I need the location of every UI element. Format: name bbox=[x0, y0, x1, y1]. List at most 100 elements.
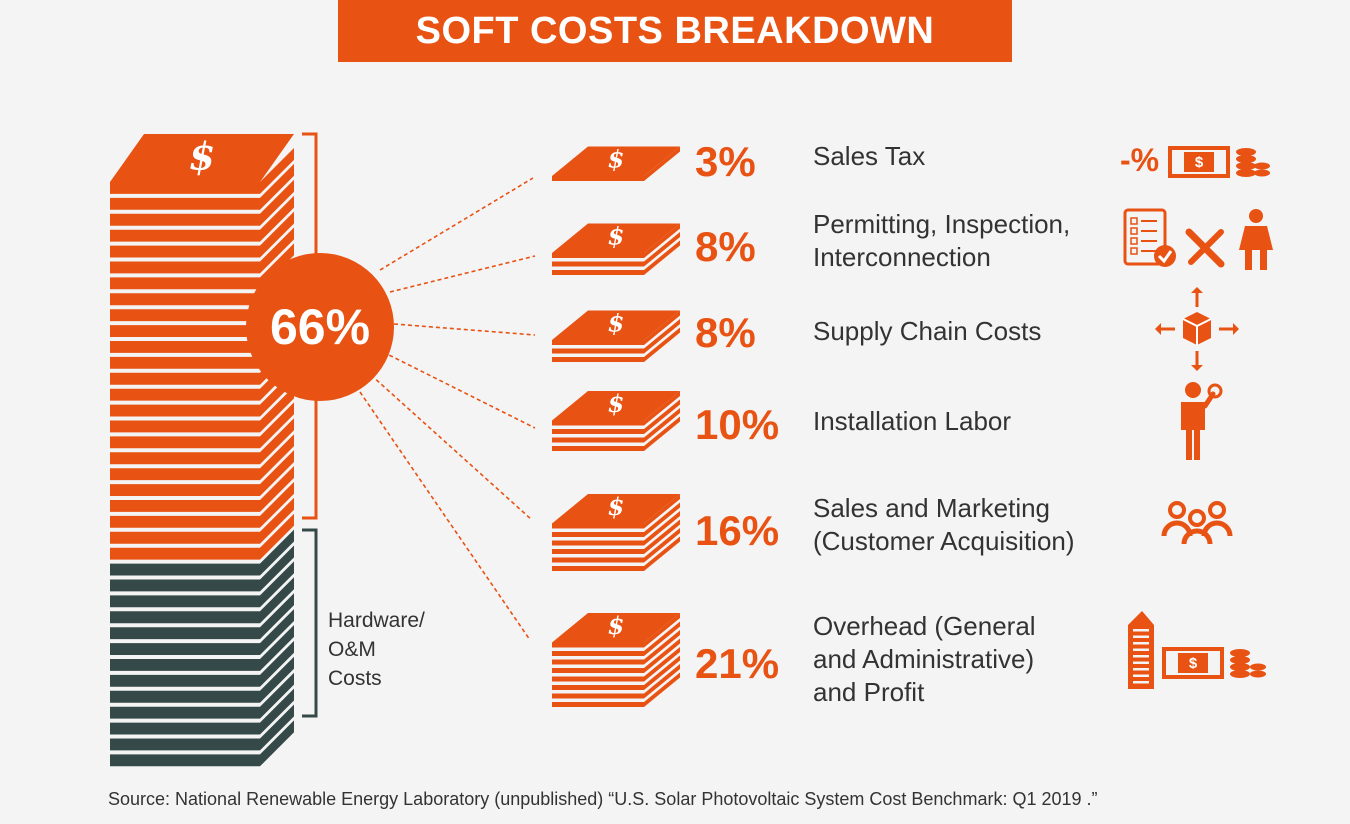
tower-sheet bbox=[110, 466, 294, 512]
tower-sheet bbox=[110, 513, 294, 560]
brackets bbox=[302, 132, 318, 718]
tower-sheet bbox=[110, 640, 294, 687]
pct-permitting: 8% bbox=[695, 223, 756, 270]
stack-sheet bbox=[552, 629, 680, 665]
tower-sheet bbox=[110, 672, 294, 719]
tower-sheet bbox=[110, 338, 294, 385]
building-window bbox=[1133, 642, 1149, 645]
arrow-head-icon bbox=[1155, 323, 1161, 335]
total-soft-cost-label: 66% bbox=[269, 299, 371, 355]
connector-lines bbox=[359, 177, 536, 641]
checkbox-icon bbox=[1130, 247, 1138, 255]
bill-center bbox=[1184, 152, 1214, 172]
title-banner: SOFT COSTS BREAKDOWN bbox=[338, 0, 1012, 62]
arrow-head-icon bbox=[1233, 323, 1239, 335]
tower-sheet bbox=[110, 163, 294, 210]
stack-sheet bbox=[552, 672, 680, 707]
tower-sheet bbox=[110, 354, 294, 401]
coin-icon bbox=[1230, 663, 1250, 671]
tower-sheet bbox=[110, 481, 294, 528]
tower-sheet bbox=[110, 259, 294, 306]
stack-sheet bbox=[552, 327, 680, 362]
stack-sheet bbox=[552, 621, 680, 656]
worker-body-icon bbox=[1181, 402, 1205, 460]
dollar-icon: $ bbox=[1189, 655, 1198, 672]
stack-sheet bbox=[552, 399, 680, 434]
tower-sheet bbox=[110, 402, 294, 449]
person-body-icon bbox=[1181, 528, 1213, 545]
total-soft-cost-circle bbox=[246, 253, 394, 401]
tower-top-face bbox=[110, 134, 294, 182]
building-window bbox=[1133, 648, 1149, 651]
label-sales-tax: Sales Tax bbox=[813, 141, 926, 171]
pct-overhead: 21% bbox=[695, 640, 780, 687]
tower-sheet bbox=[110, 243, 294, 290]
hardware-bracket bbox=[302, 528, 318, 718]
coin-icon bbox=[1230, 656, 1250, 664]
building-money-icon: $ bbox=[1128, 611, 1266, 689]
checkbox-icon bbox=[1130, 217, 1138, 225]
pct-sales-marketing: 16% bbox=[695, 507, 780, 554]
stack-sheet bbox=[552, 223, 680, 258]
pct-installation-labor: 10% bbox=[695, 401, 780, 448]
connector-line bbox=[389, 255, 536, 293]
tower-sheet bbox=[110, 211, 294, 258]
connector-line bbox=[379, 177, 534, 271]
connector-line bbox=[370, 374, 533, 521]
stack-sheet bbox=[552, 318, 680, 354]
arrow-head-icon bbox=[1191, 365, 1203, 371]
tower-sheet bbox=[110, 148, 294, 194]
dollar-icon: $ bbox=[608, 309, 625, 338]
stack-sheet bbox=[552, 510, 680, 546]
stack-top-face bbox=[552, 493, 680, 524]
label-sales-marketing: Sales and Marketing (Customer Acquisitio… bbox=[813, 493, 1075, 556]
coin-icon bbox=[1254, 162, 1270, 170]
building-window bbox=[1133, 681, 1149, 684]
bill-icon bbox=[1162, 647, 1224, 679]
tower-sheet bbox=[110, 275, 294, 322]
clipboard-icon bbox=[1123, 208, 1167, 266]
building-window bbox=[1133, 655, 1149, 658]
tower-sheet bbox=[110, 370, 294, 417]
building-window bbox=[1133, 635, 1149, 638]
tower-sheet bbox=[110, 386, 294, 433]
minus-percent-icon: -% bbox=[1120, 142, 1159, 178]
source-note: Source: National Renewable Energy Labora… bbox=[108, 789, 1098, 809]
stack-sheet bbox=[552, 638, 680, 673]
stack-sheet bbox=[552, 502, 680, 537]
coin-icon bbox=[1230, 649, 1250, 657]
worker-head-icon bbox=[1185, 382, 1201, 398]
person-head-icon bbox=[1168, 501, 1186, 519]
coin-icon bbox=[1250, 670, 1266, 678]
tower-sheet bbox=[110, 195, 294, 242]
connector-line bbox=[382, 351, 536, 429]
dollar-icon: $ bbox=[608, 222, 625, 251]
dollar-icon: $ bbox=[608, 389, 625, 418]
stack-top-face bbox=[552, 612, 680, 643]
category-stack: $ bbox=[552, 611, 680, 707]
tower-sheet bbox=[110, 545, 294, 592]
stack-sheet bbox=[552, 390, 680, 426]
tower-sheet bbox=[110, 688, 294, 735]
tower-sheet bbox=[110, 418, 294, 465]
building-window bbox=[1133, 674, 1149, 677]
category-stacks: $ $ $ $ $ $ bbox=[552, 145, 680, 707]
connector-line bbox=[393, 323, 536, 336]
wrench-icon bbox=[1207, 383, 1223, 399]
stack-sheet bbox=[552, 240, 680, 275]
tower-sheet bbox=[110, 609, 294, 655]
pct-supply-chain: 8% bbox=[695, 309, 756, 356]
tower-sheet bbox=[110, 561, 294, 608]
stack-sheet bbox=[552, 612, 680, 648]
arrow-head-icon bbox=[1191, 287, 1203, 293]
stack-sheet bbox=[552, 231, 680, 267]
person-head-icon bbox=[1208, 501, 1226, 519]
coin-icon bbox=[1236, 148, 1256, 156]
tower-sheet bbox=[110, 450, 294, 496]
tower-sheet bbox=[110, 179, 294, 226]
screwdriver-icon bbox=[1188, 229, 1224, 265]
coin-icon bbox=[1250, 663, 1266, 671]
check-badge-icon bbox=[1154, 245, 1176, 267]
dollar-icon: $ bbox=[189, 134, 215, 179]
